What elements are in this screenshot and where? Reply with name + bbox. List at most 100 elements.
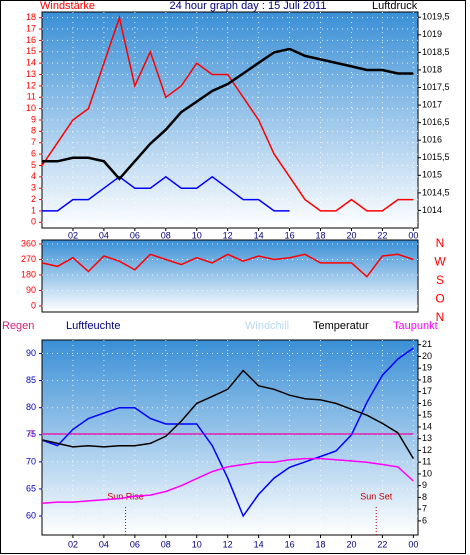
x-tick-label: 20: [346, 230, 356, 240]
legend-entry: Temperatur: [313, 320, 369, 332]
series-line: [41, 457, 414, 505]
y-tick-label: 85: [26, 375, 36, 385]
y2-tick-label: 6: [422, 515, 427, 525]
y2-tick-label: 1015: [422, 170, 442, 180]
y2-tick-label: 14: [422, 421, 432, 431]
y2-tick-label: 21: [422, 339, 432, 349]
x-tick-label: 12: [223, 230, 233, 240]
y-tick-label: 180: [21, 269, 36, 279]
x-tick-label: 06: [130, 230, 140, 240]
x-tick-label: 10: [192, 539, 202, 549]
annotation: Sun Set: [360, 491, 393, 501]
y-tick-label: 6: [31, 148, 36, 158]
x-tick-label: 18: [316, 230, 326, 240]
y2-tick-label: 17: [422, 386, 432, 396]
y2-tick-label: 1018: [422, 64, 442, 74]
y-tick-label: 65: [26, 483, 36, 493]
y-tick-label: 60: [26, 510, 36, 520]
series-line: [42, 175, 290, 212]
y-tick-label: 14: [26, 58, 36, 68]
plot-area: [41, 339, 419, 536]
series-line: [41, 347, 414, 518]
y-tick-label: 9: [31, 114, 36, 124]
y2-tick-label: 1015,5: [422, 152, 450, 162]
y-tick-label: 80: [26, 402, 36, 412]
y2-tick-label: 1018,5: [422, 47, 450, 57]
series-line: [41, 369, 415, 459]
x-tick-label: 16: [285, 539, 295, 549]
x-tick-label: 22: [377, 539, 387, 549]
y-tick-label: 17: [26, 23, 36, 33]
wind-label: Windstärke: [40, 0, 95, 12]
annotation: Sun Rise: [107, 491, 144, 501]
y-tick-label: 15: [26, 46, 36, 56]
y2-tick-label: 1014,5: [422, 187, 450, 197]
x-tick-label: 10: [192, 230, 202, 240]
legend-entry: Windchill: [245, 320, 289, 332]
x-tick-label: 08: [161, 539, 171, 549]
x-tick-label: 00: [408, 539, 418, 549]
y2-tick-label: 20: [422, 351, 432, 361]
y2-tick-label: 1016: [422, 135, 442, 145]
y2-tick-label: 7: [422, 504, 427, 514]
y-tick-label: 4: [31, 171, 36, 181]
y2-tick-label: N: [436, 310, 445, 324]
y2-tick-label: 12: [422, 445, 432, 455]
y-tick-label: 270: [21, 254, 36, 264]
y3-tick-label: 0: [29, 428, 34, 438]
y-tick-label: 0: [31, 300, 36, 310]
x-tick-label: 06: [130, 539, 140, 549]
plot-area: [41, 11, 419, 229]
y-tick-label: 1: [31, 205, 36, 215]
x-tick-label: 14: [254, 539, 264, 549]
legend-entry: Taupunkt: [393, 320, 438, 332]
y2-tick-label: 19: [422, 363, 432, 373]
y-tick-label: 90: [26, 285, 36, 295]
y2-tick-label: 1017: [422, 99, 442, 109]
x-tick-label: 20: [346, 539, 356, 549]
y-tick-label: 5: [31, 160, 36, 170]
x-tick-label: 00: [408, 230, 418, 240]
y-tick-label: 10: [26, 103, 36, 113]
x-tick-label: 18: [316, 539, 326, 549]
legend-entry: Regen: [2, 320, 34, 332]
y2-tick-label: 1014: [422, 205, 442, 215]
y-tick-label: 18: [26, 12, 36, 22]
y-tick-label: 70: [26, 456, 36, 466]
x-tick-label: 04: [99, 539, 109, 549]
y2-tick-label: 1019,5: [422, 12, 450, 22]
x-tick-label: 16: [285, 230, 295, 240]
x-tick-label: 12: [223, 539, 233, 549]
x-tick-label: 14: [254, 230, 264, 240]
y-tick-label: 12: [26, 80, 36, 90]
y2-tick-label: 8: [422, 492, 427, 502]
y-tick-label: 16: [26, 35, 36, 45]
y2-tick-label: 18: [422, 374, 432, 384]
x-tick-label: 02: [68, 230, 78, 240]
series-line: [41, 14, 414, 212]
series-line: [42, 47, 414, 181]
y-tick-label: 0: [31, 217, 36, 227]
series-line: [41, 253, 414, 278]
y2-tick-label: S: [436, 273, 444, 287]
y-tick-label: 2: [31, 194, 36, 204]
y2-tick-label: 10: [422, 468, 432, 478]
y2-tick-label: 11: [422, 457, 431, 467]
y2-tick-label: 16: [422, 398, 432, 408]
x-tick-label: 22: [377, 230, 387, 240]
y-tick-label: 3: [31, 183, 36, 193]
y-tick-label: 7: [31, 137, 36, 147]
y-tick-label: 90: [26, 348, 36, 358]
y-tick-label: 75: [26, 429, 36, 439]
y2-tick-label: 13: [422, 433, 432, 443]
x-tick-label: 08: [161, 230, 171, 240]
y2-tick-label: O: [435, 292, 444, 306]
legend-entry: Luftfeuchte: [66, 320, 120, 332]
chart-title: 24 hour graph day : 15 Juli 2011: [170, 0, 327, 12]
y-tick-label: 13: [26, 69, 36, 79]
y2-tick-label: N: [436, 236, 445, 250]
y-tick-label: 11: [27, 92, 36, 102]
x-tick-label: 04: [99, 230, 109, 240]
y2-tick-label: 15: [422, 410, 432, 420]
